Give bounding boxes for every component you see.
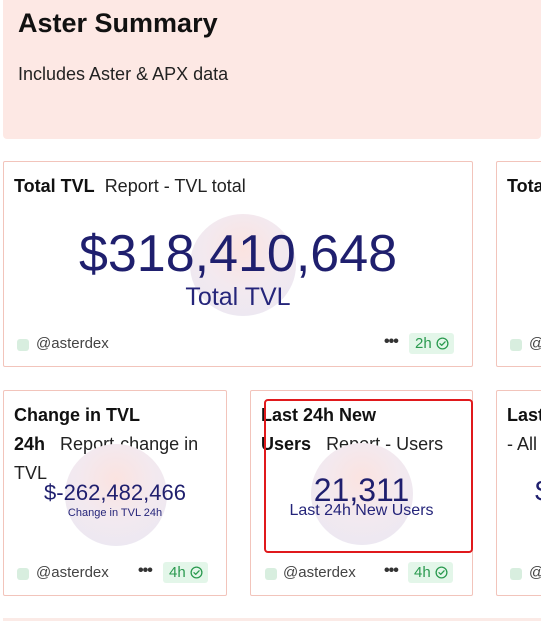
- page-subtitle: Includes Aster & APX data: [18, 64, 229, 84]
- source-avatar: [265, 568, 277, 580]
- freshness-badge: 2h: [409, 333, 454, 354]
- freshness-age: 4h: [169, 564, 186, 581]
- card-title: Tota: [507, 172, 541, 201]
- partial-card-bottom-right[interactable]: Last - All $ @: [496, 390, 541, 596]
- more-horizontal-icon[interactable]: •••: [138, 562, 153, 579]
- card-title-name-cont: 24h: [14, 434, 46, 454]
- freshness-badge: 4h: [408, 562, 453, 583]
- selection-highlight: [264, 399, 473, 553]
- card-footer: @: [497, 333, 541, 357]
- metric-value: $318,410,648: [78, 225, 398, 283]
- next-row-edge: [3, 618, 541, 621]
- card-title-report: Report - TVL total: [104, 176, 246, 196]
- source-avatar: [510, 568, 522, 580]
- card-title-report-cont: TVL: [14, 463, 48, 483]
- partial-card-top-right[interactable]: Tota @: [496, 161, 541, 367]
- source-label[interactable]: @asterdex: [36, 564, 109, 581]
- card-background-graphic: [311, 443, 413, 545]
- card-footer: @asterdex ••• 2h: [4, 333, 472, 357]
- check-circle-icon: [436, 337, 449, 350]
- metric-value: $-262,482,466: [44, 480, 186, 505]
- page-title: Aster Summary: [18, 8, 218, 38]
- source-avatar: [17, 568, 29, 580]
- metric-caption: Change in TVL 24h: [67, 507, 163, 519]
- card-footer: @asterdex ••• 4h: [4, 562, 226, 586]
- more-horizontal-icon[interactable]: •••: [384, 333, 399, 350]
- source-label[interactable]: @asterdex: [283, 564, 356, 581]
- change-in-tvl-card[interactable]: Change in TVL 24h Report-change in TVL $…: [3, 390, 227, 596]
- freshness-badge: 4h: [163, 562, 208, 583]
- card-footer: @: [497, 562, 541, 586]
- card-background-graphic: [65, 444, 167, 546]
- check-circle-icon: [435, 566, 448, 579]
- card-title: Total TVL Report - TVL total: [14, 172, 246, 201]
- card-title-name: Total TVL: [14, 176, 95, 196]
- card-title-name: Tota: [507, 176, 541, 196]
- metric-value: $: [535, 475, 541, 509]
- new-users-card[interactable]: Last 24h New Users Report - Users 21,311…: [250, 390, 473, 596]
- card-title-name: Last 24h New: [261, 405, 377, 425]
- source-avatar: [17, 339, 29, 351]
- freshness-age: 2h: [415, 335, 432, 352]
- card-title: Last - All: [507, 401, 541, 459]
- metric-caption: Total TVL: [185, 283, 291, 311]
- check-circle-icon: [190, 566, 203, 579]
- card-title-name-cont: Users: [261, 434, 312, 454]
- card-title: Change in TVL 24h Report-change in TVL: [14, 401, 198, 488]
- card-background-graphic: [190, 214, 296, 316]
- card-footer: @asterdex ••• 4h: [251, 562, 472, 586]
- card-title-name: Last: [507, 405, 541, 425]
- more-horizontal-icon[interactable]: •••: [384, 562, 399, 579]
- card-title-report: - All: [507, 434, 538, 454]
- card-title-name: Change in TVL: [14, 405, 140, 425]
- dashboard-header: Aster Summary Includes Aster & APX data: [3, 0, 541, 139]
- source-label[interactable]: @: [529, 564, 541, 581]
- freshness-age: 4h: [414, 564, 431, 581]
- source-label[interactable]: @: [529, 335, 541, 352]
- metric-caption: Last 24h New Users: [289, 502, 434, 519]
- total-tvl-card[interactable]: Total TVL Report - TVL total $318,410,64…: [3, 161, 473, 367]
- source-label[interactable]: @asterdex: [36, 335, 109, 352]
- source-avatar: [510, 339, 522, 351]
- metric-value: 21,311: [313, 472, 410, 508]
